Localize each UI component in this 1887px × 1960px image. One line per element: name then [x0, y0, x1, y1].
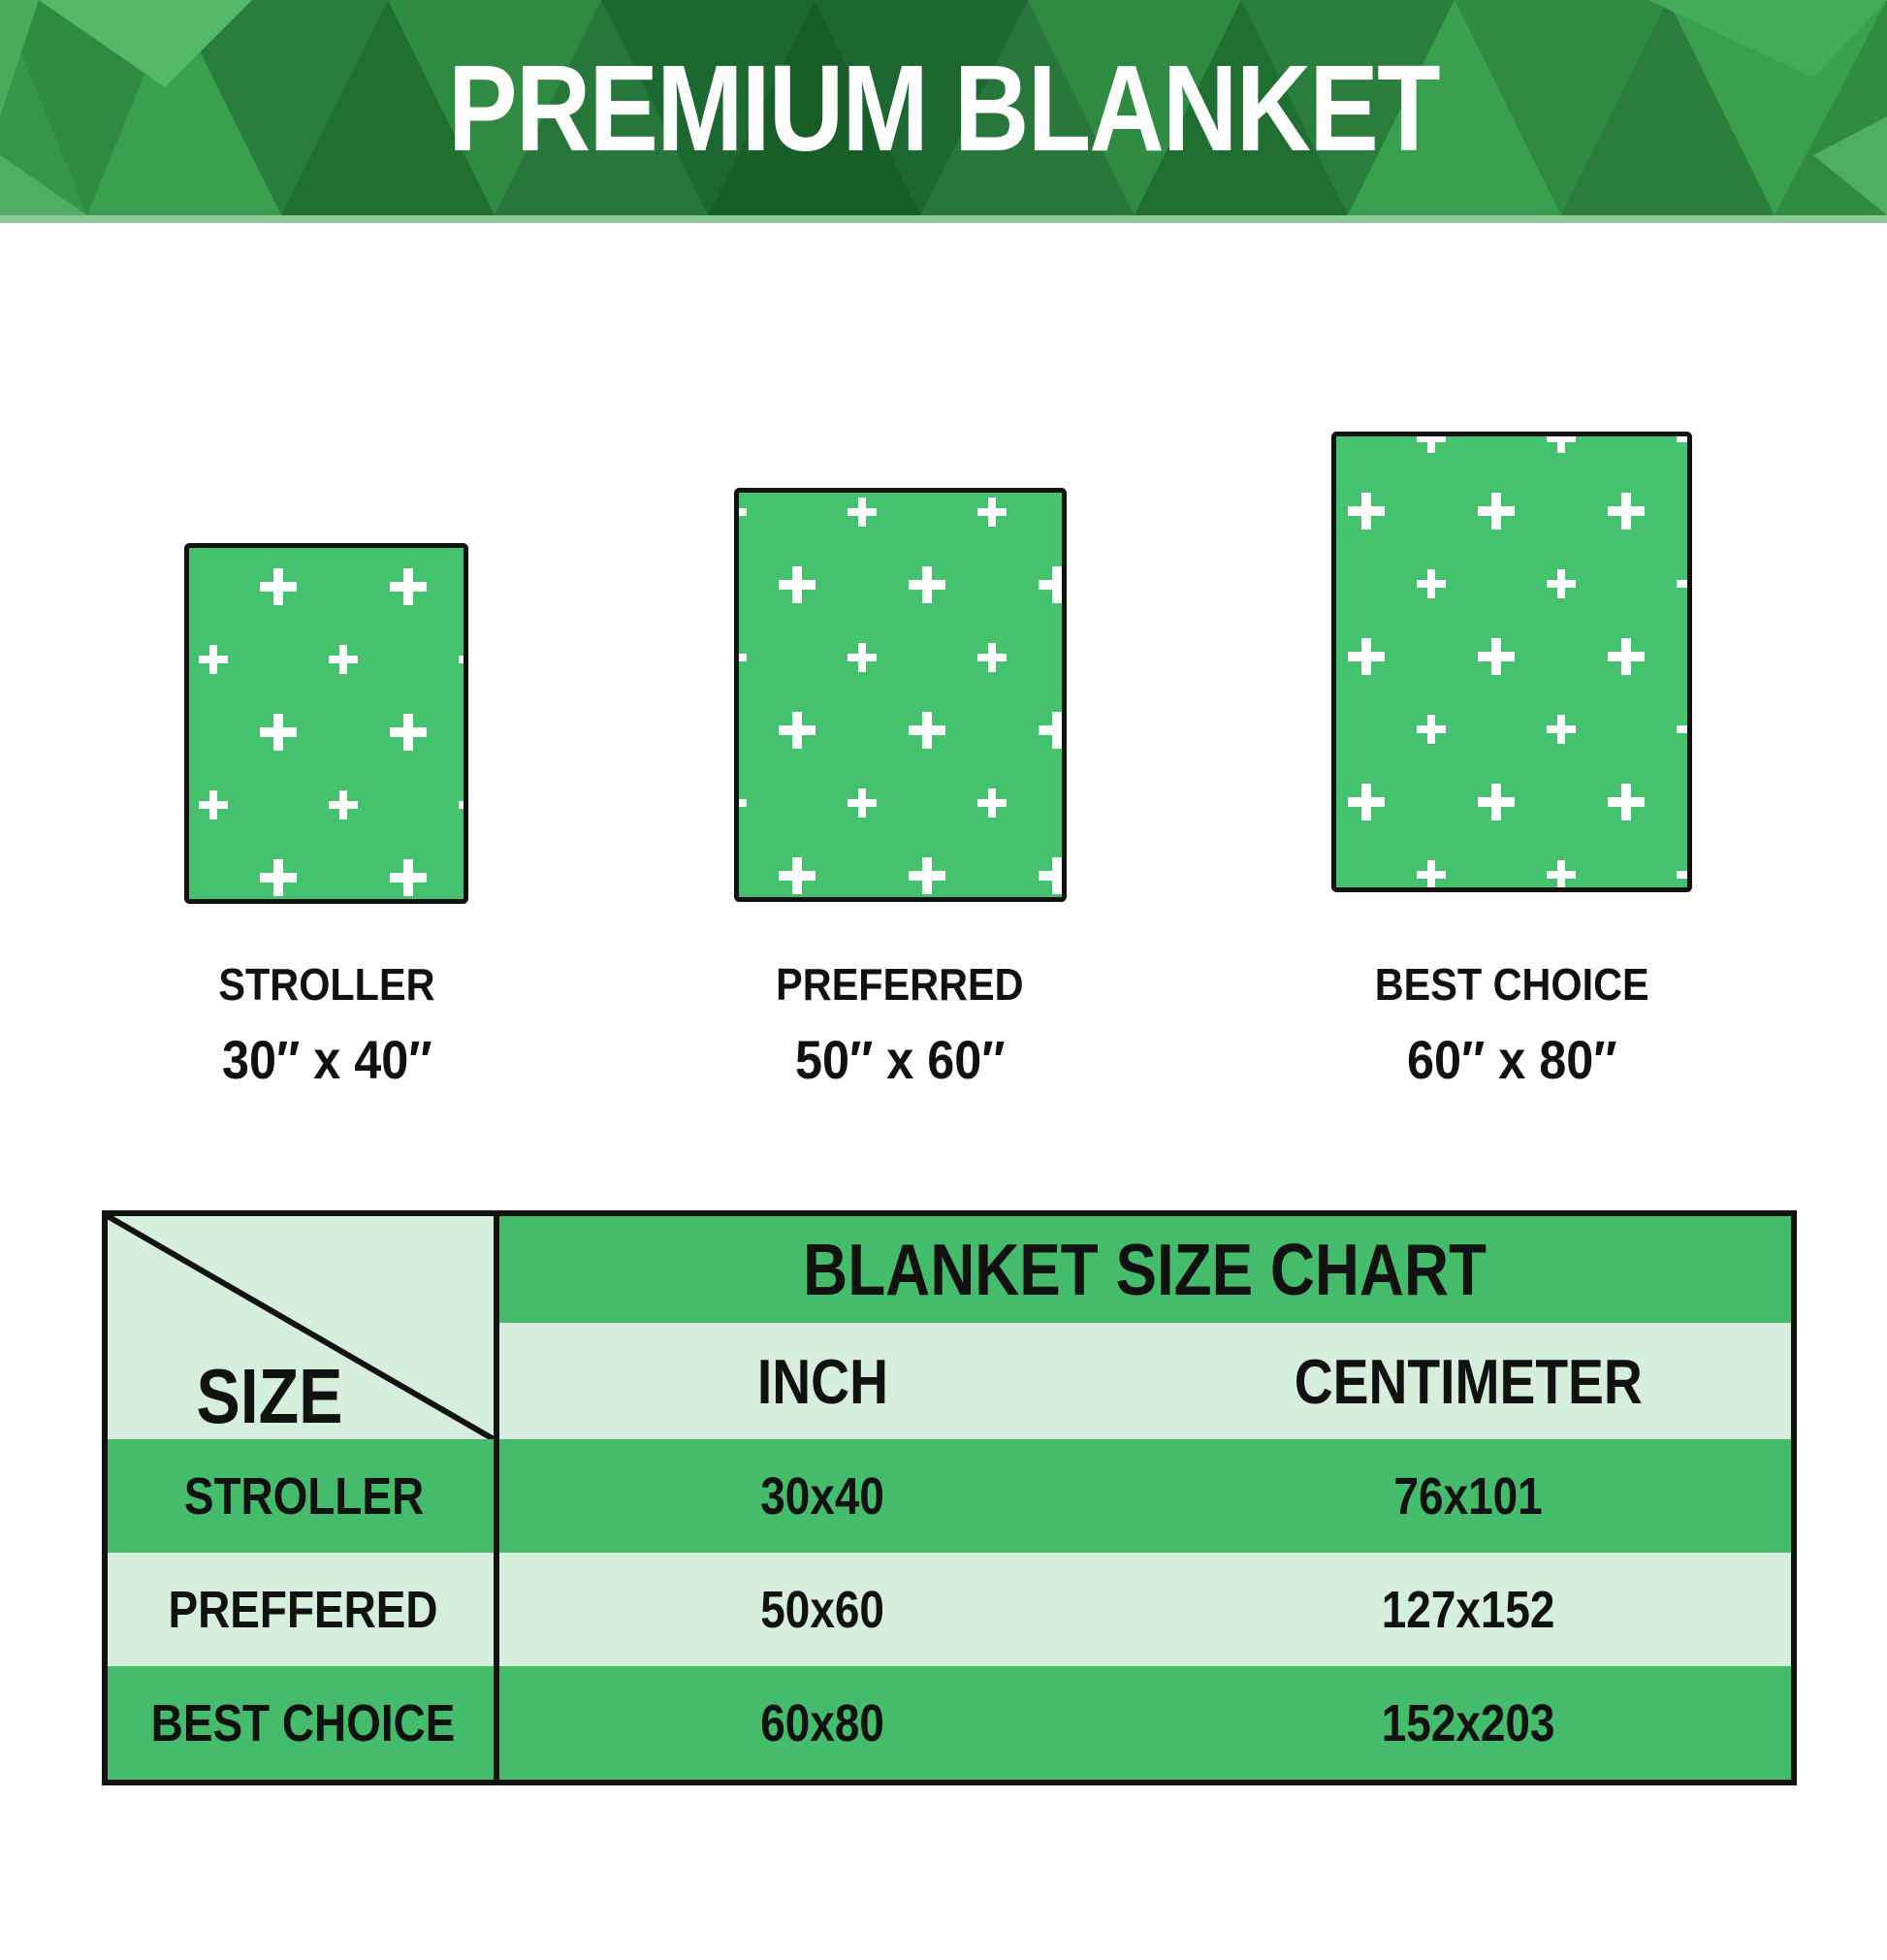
size-corner-cell: SIZE [108, 1216, 494, 1439]
table-row: STROLLER 30x40 76x101 [108, 1439, 1791, 1553]
blanket-name-label-preferred: PREFERRED [776, 959, 1024, 1010]
blanket-name-label-stroller: STROLLER [218, 959, 435, 1010]
blanket-name-label-best-choice: BEST CHOICE [1374, 959, 1649, 1010]
row-size-cell: BEST CHOICE [151, 1693, 456, 1752]
table-title: BLANKET SIZE CHART [803, 1229, 1487, 1310]
column-header-centimeter: CENTIMETER [1294, 1345, 1643, 1417]
page-title: PREMIUM BLANKET [448, 39, 1440, 177]
banner: PREMIUM BLANKET [0, 0, 1887, 223]
table-row: PREFFERED 50x60 127x152 [108, 1553, 1791, 1666]
blanket-preview-best-choice [1331, 432, 1692, 892]
row-centimeter-cell: 127x152 [1381, 1580, 1555, 1639]
column-divider-line [494, 1216, 499, 1780]
blanket-preview-stroller [184, 543, 468, 904]
row-inch-cell: 50x60 [760, 1580, 884, 1639]
banner-title-wrap: PREMIUM BLANKET [0, 0, 1887, 215]
banner-polygon-background [0, 0, 1887, 215]
size-corner-label: SIZE [196, 1353, 343, 1439]
blanket-dimensions-label-preferred: 50″ x 60″ [794, 1029, 1006, 1090]
row-inch-cell: 30x40 [760, 1466, 884, 1526]
blanket-dimensions-label-stroller: 30″ x 40″ [221, 1029, 432, 1090]
table-column-headers: INCH CENTIMETER [499, 1323, 1791, 1439]
blanket-size-chart-table: STROLLER 30x40 76x101 PREFFERED 50x60 12… [102, 1210, 1797, 1785]
row-size-cell: STROLLER [183, 1466, 424, 1526]
row-inch-cell: 60x80 [760, 1693, 884, 1752]
row-size-cell: PREFFERED [168, 1580, 438, 1639]
banner-bottom-strip [0, 215, 1887, 223]
blanket-dimensions-label-best-choice: 60″ x 80″ [1406, 1029, 1617, 1090]
diagonal-divider [108, 1216, 494, 1439]
table-row: BEST CHOICE 60x80 152x203 [108, 1666, 1791, 1780]
blanket-preview-preferred [734, 488, 1067, 902]
table-title-band: BLANKET SIZE CHART [499, 1216, 1791, 1323]
row-centimeter-cell: 76x101 [1393, 1466, 1543, 1526]
row-centimeter-cell: 152x203 [1381, 1693, 1555, 1752]
column-header-inch: INCH [756, 1345, 888, 1417]
